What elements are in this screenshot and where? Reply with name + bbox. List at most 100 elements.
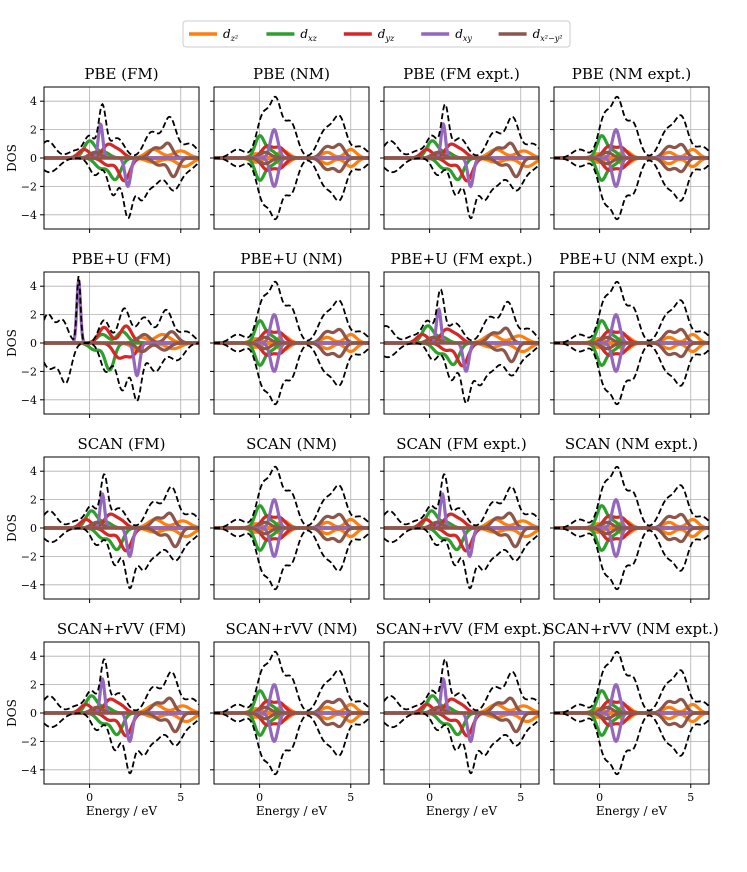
curve-total-down bbox=[554, 527, 709, 591]
panel-title: SCAN+rVV (NM expt.) bbox=[544, 620, 719, 638]
curve-total-down bbox=[214, 527, 369, 591]
curve-dx2y2-down bbox=[384, 526, 539, 549]
curve-total-down bbox=[554, 712, 709, 776]
legend-frame bbox=[182, 20, 571, 48]
y-axis-label: DOS bbox=[5, 699, 19, 727]
curve-total-down bbox=[44, 157, 199, 220]
panel-10: SCAN (NM) bbox=[210, 435, 370, 603]
curve-total-up bbox=[384, 657, 539, 712]
curve-total-up bbox=[554, 280, 709, 344]
panel-7: PBE+U (FM expt.) bbox=[380, 250, 540, 418]
x-tick-label: 5 bbox=[517, 791, 524, 804]
x-axis-label: Energy / eV bbox=[596, 804, 668, 818]
panel-title: PBE+U (FM) bbox=[72, 250, 172, 268]
legend-label-sub: x²−y² bbox=[540, 34, 562, 43]
y-tick-label: 4 bbox=[30, 465, 37, 478]
x-axis-label: Energy / eV bbox=[426, 804, 498, 818]
curve-total-up bbox=[214, 465, 369, 529]
panel-title: PBE+U (NM expt.) bbox=[559, 250, 704, 268]
x-axis-label: Energy / eV bbox=[86, 804, 158, 818]
panel-3: PBE (FM expt.) bbox=[380, 65, 540, 233]
y-tick-label: −2 bbox=[21, 365, 37, 378]
legend-label-base: d bbox=[455, 27, 463, 41]
curve-total-up bbox=[384, 473, 539, 527]
panel-13: SCAN+rVV (FM) −4 −2 0 2 4 DOS 0 5 Energy / eV bbox=[5, 620, 200, 818]
curve-total-down bbox=[44, 527, 199, 590]
y-tick-label: 2 bbox=[30, 494, 37, 507]
panel-title: PBE (FM expt.) bbox=[403, 65, 520, 83]
curve-dx2y2-down bbox=[384, 711, 539, 734]
panel-15: SCAN+rVV (FM expt.) 0 5 Energy / eV bbox=[376, 620, 548, 818]
curve-total-down bbox=[384, 712, 539, 775]
panel-grid: PBE (FM) −4 −2 0 2 4 DOS PBE (NM) PBE (FM expt.)… bbox=[5, 65, 719, 818]
panel-title: SCAN (FM expt.) bbox=[396, 435, 526, 453]
curve-dx2y2-down bbox=[44, 526, 199, 549]
panel-title: SCAN (NM expt.) bbox=[565, 435, 698, 453]
panel-title: PBE (NM expt.) bbox=[572, 65, 692, 83]
curve-total-up bbox=[214, 280, 369, 344]
y-tick-label: −2 bbox=[21, 180, 37, 193]
y-tick-label: 2 bbox=[30, 309, 37, 322]
y-tick-label: 4 bbox=[30, 650, 37, 663]
curve-dx2y2-down bbox=[44, 156, 199, 179]
x-tick-label: 0 bbox=[426, 791, 433, 804]
curve-dx2y2-down bbox=[384, 156, 539, 179]
x-axis-label: Energy / eV bbox=[256, 804, 328, 818]
y-tick-label: −4 bbox=[21, 394, 37, 407]
curve-total-down bbox=[214, 157, 369, 221]
legend: dz² dxz dyz dxy dx²−y² bbox=[182, 20, 571, 48]
curve-dx2y2-down bbox=[554, 156, 709, 174]
curve-total-up bbox=[554, 465, 709, 529]
y-tick-label: 0 bbox=[30, 337, 37, 350]
panel-6: PBE+U (NM) bbox=[210, 250, 370, 418]
curve-dx2y2-down bbox=[214, 711, 369, 729]
panel-5: PBE+U (FM) −4 −2 0 2 4 DOS bbox=[5, 250, 200, 418]
curve-total-up bbox=[214, 95, 369, 159]
y-tick-label: 4 bbox=[30, 280, 37, 293]
legend-label-sub: yz bbox=[384, 34, 395, 43]
y-tick-label: −2 bbox=[21, 550, 37, 563]
y-tick-label: −4 bbox=[21, 209, 37, 222]
y-tick-label: 0 bbox=[30, 152, 37, 165]
curve-total-down bbox=[44, 342, 199, 403]
curve-total-up bbox=[44, 473, 199, 527]
x-tick-label: 5 bbox=[687, 791, 694, 804]
y-tick-label: −4 bbox=[21, 764, 37, 777]
y-axis-label: DOS bbox=[5, 144, 19, 172]
legend-label-base: d bbox=[300, 27, 308, 41]
curve-dx2y2-down bbox=[214, 526, 369, 544]
y-tick-label: 2 bbox=[30, 679, 37, 692]
y-tick-label: 0 bbox=[30, 522, 37, 535]
y-tick-label: 2 bbox=[30, 124, 37, 137]
x-tick-label: 0 bbox=[256, 791, 263, 804]
curve-total-up bbox=[214, 650, 369, 714]
panel-16: SCAN+rVV (NM expt.) 0 5 Energy / eV bbox=[544, 620, 719, 818]
legend-label: dxy bbox=[455, 27, 472, 43]
curve-dx2y2-down bbox=[214, 156, 369, 174]
panel-title: PBE+U (FM expt.) bbox=[390, 250, 532, 268]
panel-11: SCAN (FM expt.) bbox=[380, 435, 540, 603]
x-tick-label: 0 bbox=[86, 791, 93, 804]
y-tick-label: −2 bbox=[21, 735, 37, 748]
curve-total-up bbox=[44, 102, 199, 157]
curve-dx2y2-down bbox=[554, 526, 709, 544]
curve-dx2y2-down bbox=[554, 341, 709, 359]
panel-4: PBE (NM expt.) bbox=[550, 65, 710, 233]
curve-total-up bbox=[384, 288, 539, 342]
panel-8: PBE+U (NM expt.) bbox=[550, 250, 710, 418]
panel-title: PBE (NM) bbox=[253, 65, 330, 83]
curve-total-up bbox=[554, 650, 709, 714]
panel-title: SCAN+rVV (FM expt.) bbox=[376, 620, 548, 638]
curve-total-up bbox=[384, 102, 539, 157]
curve-total-up bbox=[554, 95, 709, 159]
y-tick-label: 0 bbox=[30, 707, 37, 720]
curve-total-down bbox=[554, 342, 709, 406]
legend-label: dx²−y² bbox=[533, 27, 563, 43]
legend-label: dz² bbox=[223, 27, 238, 43]
panel-title: SCAN (NM) bbox=[246, 435, 337, 453]
curve-total-down bbox=[214, 342, 369, 406]
curve-total-down bbox=[44, 712, 199, 775]
curve-total-up bbox=[44, 658, 199, 712]
legend-label-sub: z² bbox=[230, 34, 238, 43]
